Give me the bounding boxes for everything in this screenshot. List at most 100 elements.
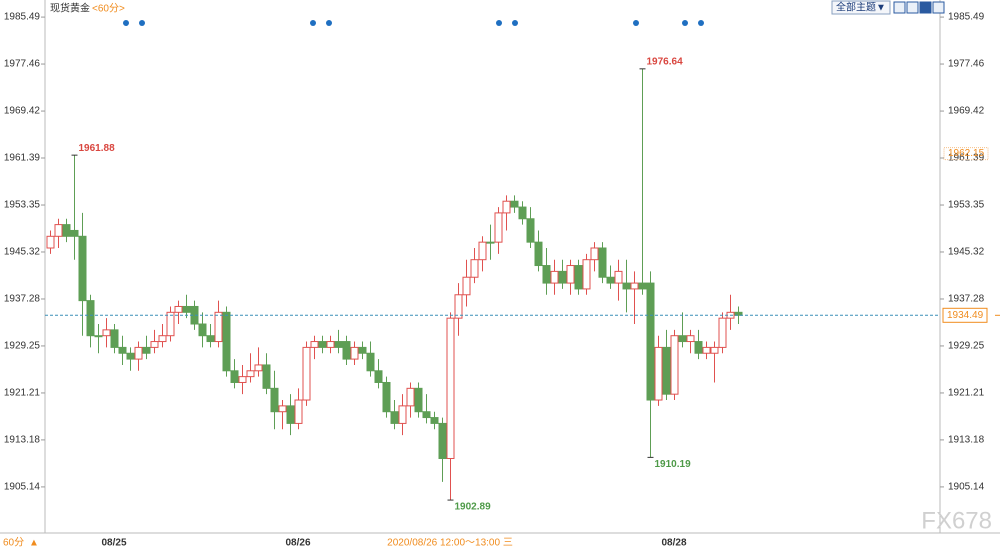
y-tick-label: 1905.14 [948,482,985,493]
x-tick-label: 08/28 [661,538,686,549]
crosshair-label: 2020/08/26 12:00～13:00 三 [387,538,513,549]
y-tick-label: 1929.25 [4,341,41,352]
y-tick-label: 1913.18 [948,435,985,446]
candle-body [166,311,175,337]
candle-body [94,335,103,338]
y-tick-label: 1929.25 [948,341,985,352]
candle-body [550,270,559,284]
candle-body [326,341,335,348]
candle-body [294,399,303,424]
price-marker-tag [943,147,989,161]
candle-body [254,364,263,372]
candle-body [694,341,703,354]
candle-body [366,352,375,372]
tool-button[interactable] [906,1,919,14]
candle-body [198,323,207,337]
candle-body [478,241,487,261]
candle-body [606,276,615,284]
candle-body [86,300,95,337]
candle-body [302,346,311,401]
candle-body [102,329,111,337]
y-tick-label: 1985.49 [948,12,985,23]
candle-body [702,346,711,354]
candle-body [78,235,87,302]
event-dot[interactable] [633,20,639,26]
y-tick-label: 1977.46 [948,59,985,70]
candle-body [670,335,679,395]
y-tick-label: 1921.21 [948,388,985,399]
theme-button[interactable] [831,0,891,15]
candle-body [414,387,423,413]
extreme-label: 1902.89 [455,502,492,513]
bottom-period-arrow[interactable]: ▲ [29,538,39,549]
tool-button[interactable] [919,1,932,14]
candle-body [246,370,255,378]
y-tick-label: 1913.18 [4,435,41,446]
y-tick-label: 1953.35 [4,200,41,211]
candle-body [462,276,471,296]
candle-body [350,346,359,360]
candle-body [470,259,479,278]
candle-body [678,335,687,343]
candle-body [262,364,271,389]
candle-body [510,200,519,208]
x-tick-label: 08/26 [285,538,310,549]
extreme-label: 1961.88 [79,143,116,154]
candle-body [542,265,551,284]
candle-body [422,411,431,419]
candle-body [126,352,135,360]
candle-body [342,341,351,360]
candle-body [494,212,503,243]
candle-body [454,294,463,319]
event-dot[interactable] [512,20,518,26]
price-marker-label: 1962.15 [948,148,985,159]
y-tick-label: 1905.14 [4,482,41,493]
theme-button-label[interactable]: 全部主题▼ [836,1,886,14]
candle-body [54,224,63,237]
event-dot[interactable] [698,20,704,26]
candle-body [230,370,239,383]
candle-body [374,370,383,383]
candle-body [182,305,191,313]
candle-body [446,317,455,459]
candle-body [430,417,439,424]
tool-button[interactable] [932,1,945,14]
candle-body [46,235,55,249]
candle-body [286,405,295,424]
candle-body [118,346,127,354]
candle-body [318,341,327,348]
candle-body [134,346,143,360]
bottom-period[interactable]: 60分 [3,537,24,549]
event-dot[interactable] [310,20,316,26]
event-dot[interactable] [123,20,129,26]
tool-button[interactable] [893,1,906,14]
y-tick-label: 1961.39 [4,153,41,164]
extreme-label: 1976.64 [647,56,684,67]
candle-body [390,411,399,424]
period-label: <60分> [92,3,125,15]
y-tick-label: 1937.28 [4,294,41,305]
y-tick-label: 1921.21 [4,388,41,399]
y-tick-label: 1945.32 [948,247,985,258]
event-dot[interactable] [326,20,332,26]
candle-body [486,241,495,244]
candle-body [62,224,71,237]
event-dot[interactable] [682,20,688,26]
y-tick-label: 1945.32 [4,247,41,258]
candle-body [206,335,215,343]
candle-body [222,311,231,372]
event-dot[interactable] [139,20,145,26]
candle-body [630,282,639,290]
x-tick-label: 08/25 [101,538,126,549]
y-tick-label: 1937.28 [948,294,985,305]
candle-body [582,259,591,290]
candle-body [654,346,663,401]
candle-body [398,405,407,424]
extreme-label: 1910.19 [655,459,692,470]
candle-body [718,317,727,348]
y-tick-label: 1969.42 [948,106,985,117]
toolbar [893,1,945,14]
event-dot[interactable] [496,20,502,26]
